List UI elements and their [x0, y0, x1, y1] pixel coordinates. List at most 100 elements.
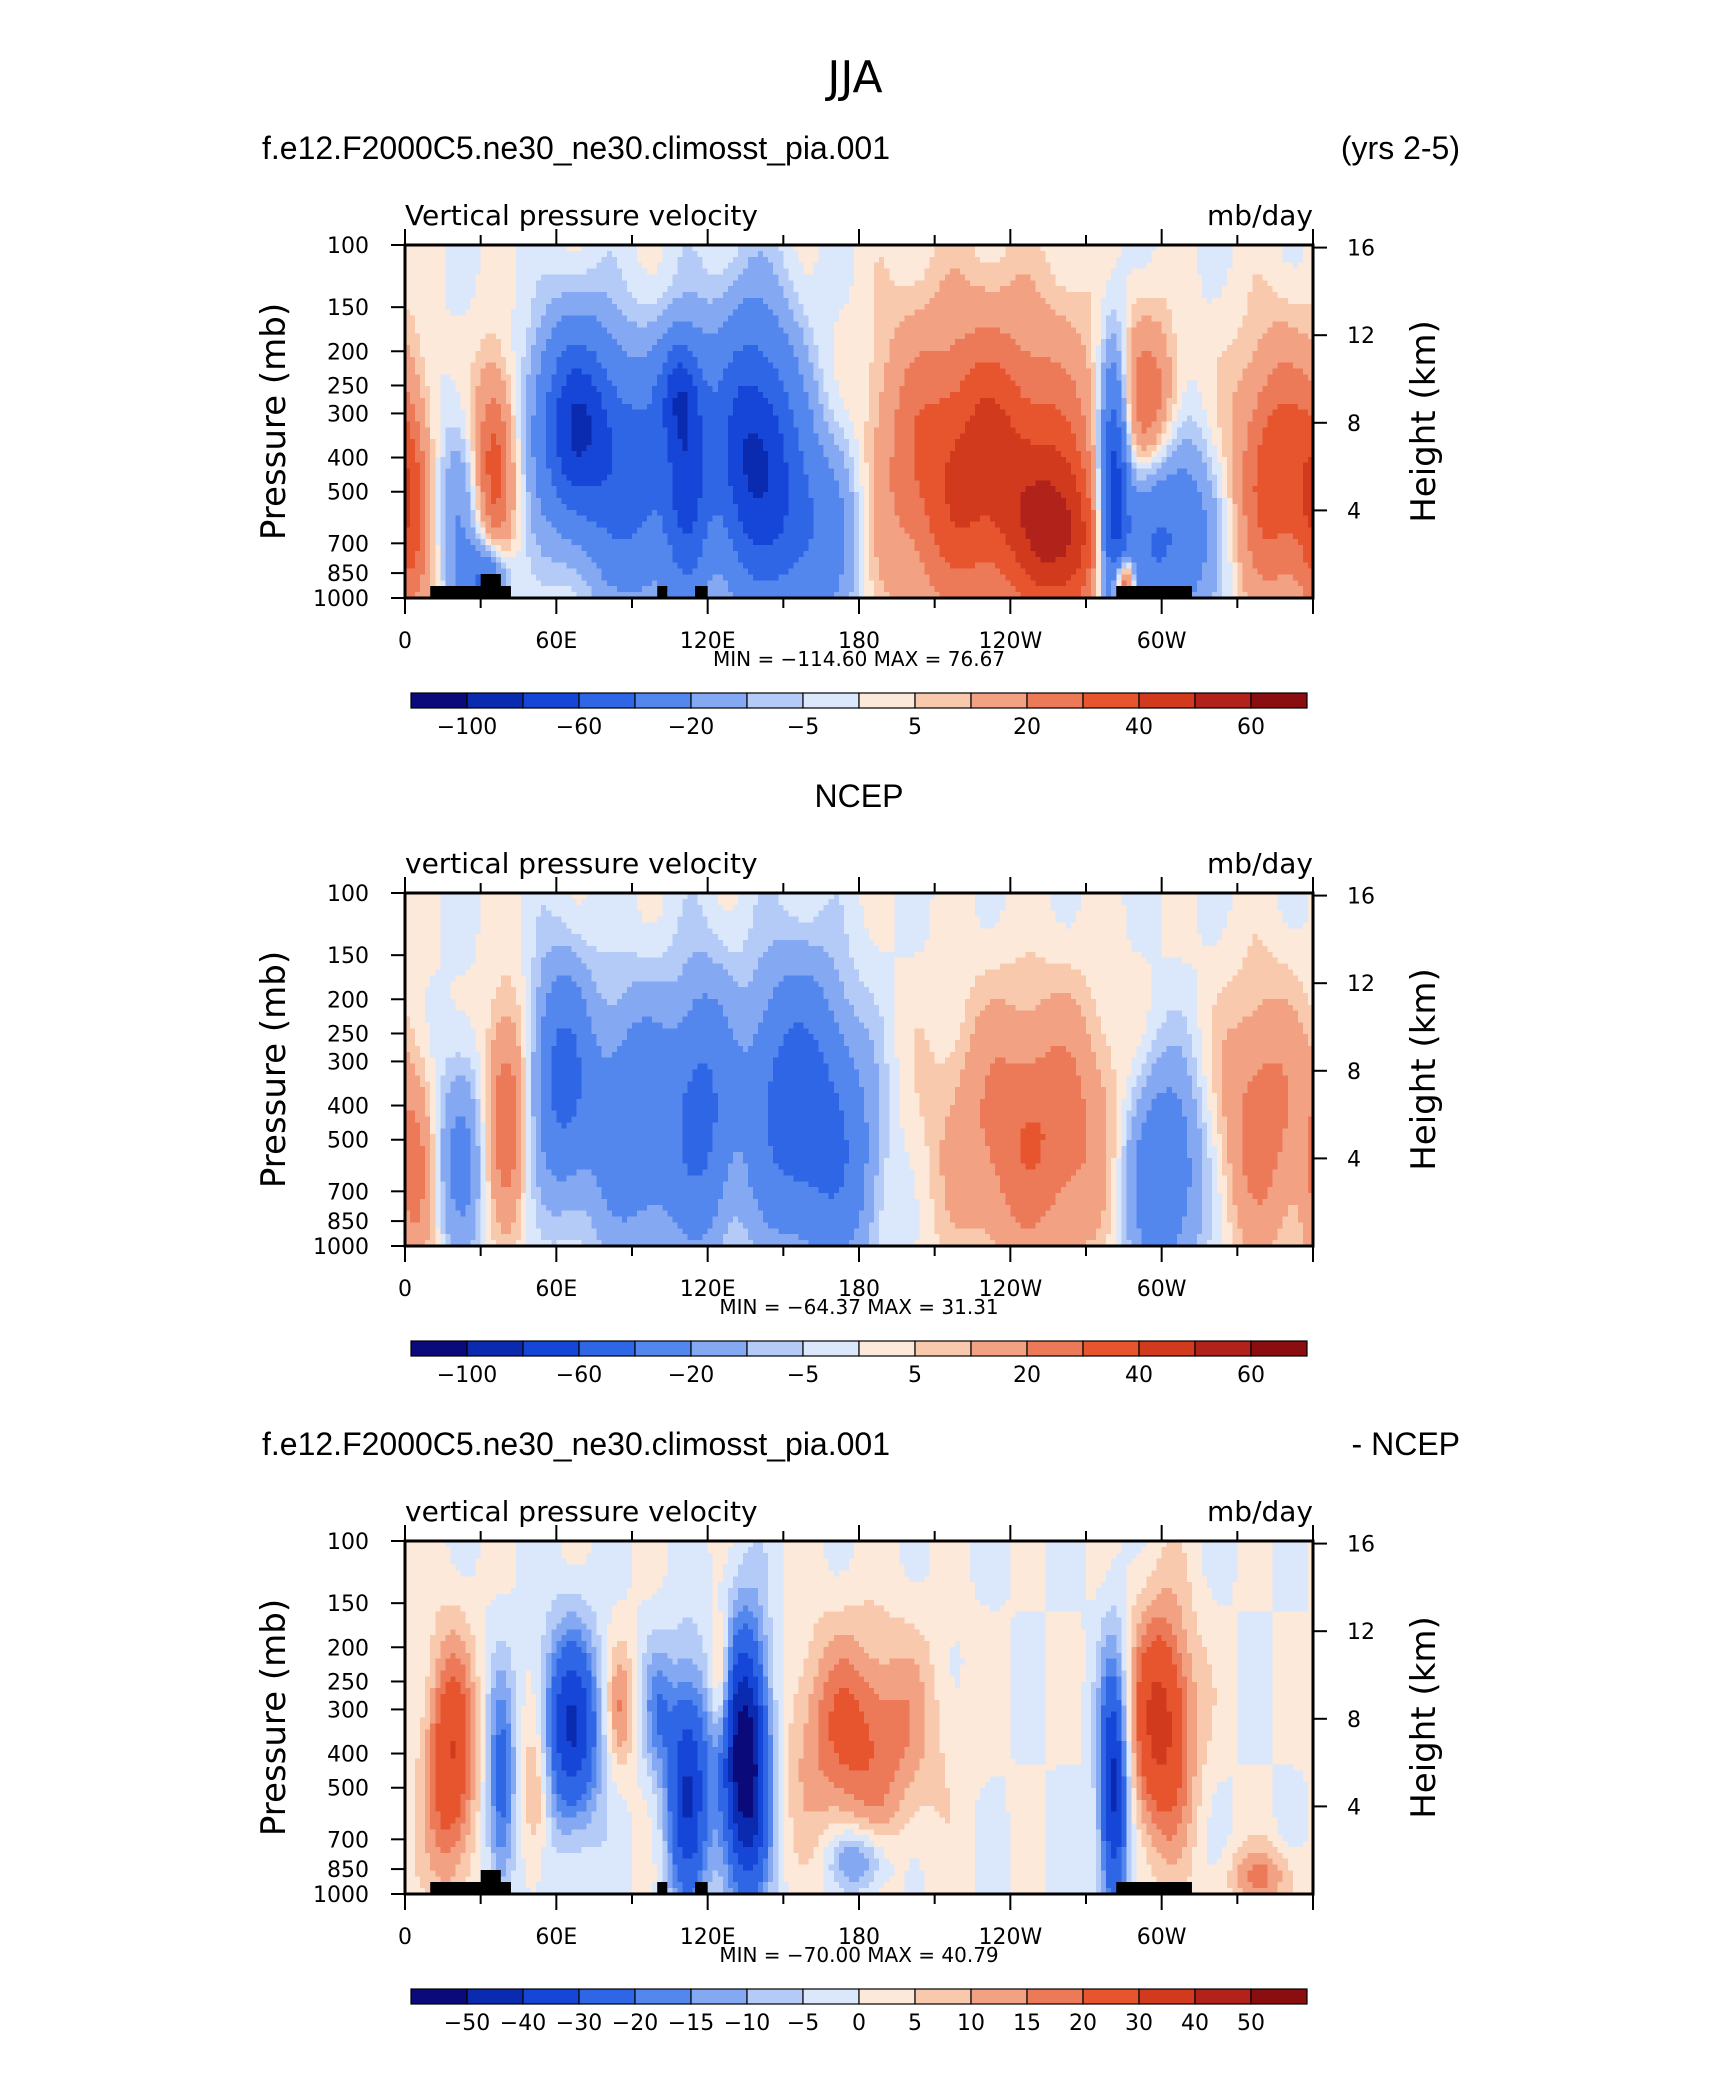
heatmap-cell: [1247, 533, 1264, 540]
heatmap-cell: [969, 368, 1006, 376]
heatmap-cell: [929, 1169, 941, 1176]
heatmap-cell: [460, 456, 467, 464]
heatmap-cell: [485, 1163, 492, 1171]
heatmap-cell: [405, 1222, 431, 1229]
heatmap-cell: [1207, 515, 1218, 523]
heatmap-cell: [515, 1140, 522, 1147]
heatmap-cell: [864, 545, 870, 552]
heatmap-cell: [823, 445, 840, 452]
heatmap-cell: [899, 1081, 916, 1088]
heatmap-cell: [954, 1098, 981, 1106]
heatmap-cell: [521, 421, 527, 428]
heatmap-cell: [1091, 497, 1097, 505]
heatmap-cell: [1212, 1040, 1223, 1047]
heatmap-cell: [546, 904, 638, 912]
heatmap-cell: [480, 521, 487, 528]
colorbar-box: [522, 692, 580, 709]
heatmap-cell: [485, 1175, 492, 1182]
heatmap-cell: [405, 533, 421, 540]
heatmap-cell: [667, 380, 694, 387]
heatmap-cell: [1086, 415, 1092, 423]
heatmap-cell: [969, 987, 1092, 994]
heatmap-cell: [505, 445, 512, 452]
heatmap-cell: [1252, 562, 1309, 570]
heatmap-cell: [1217, 527, 1223, 534]
heatmap-cell: [490, 486, 502, 493]
heatmap-cell: [1222, 539, 1228, 546]
heatmap-cell: [415, 450, 426, 458]
heatmap-cell: [470, 450, 477, 458]
heatmap-cell: [727, 456, 744, 464]
heatmap-cell: [425, 480, 431, 487]
heatmap-cell: [1181, 1222, 1203, 1229]
heatmap-cell: [1272, 951, 1314, 959]
heatmap-cell: [510, 333, 527, 340]
heatmap-cell: [420, 539, 426, 546]
heatmap-cell: [773, 1057, 825, 1065]
heatmap-cell: [1136, 562, 1203, 570]
heatmap-cell: [405, 922, 441, 929]
heatmap-cell: [1101, 556, 1107, 564]
heatmap-cell: [480, 497, 487, 505]
heatmap-cell: [1005, 1198, 1057, 1206]
heatmap-cell: [480, 339, 502, 346]
heatmap-cell: [1111, 586, 1117, 593]
heatmap-cell: [1136, 321, 1163, 328]
heatmap-cell: [1257, 462, 1304, 470]
heatmap-cell: [526, 1134, 532, 1141]
heatmap-cell: [445, 1193, 451, 1200]
heatmap-cell: [803, 456, 830, 464]
heatmap-cell: [420, 503, 426, 511]
heatmap-cell: [1156, 409, 1168, 417]
heatmap-cell: [1287, 1122, 1309, 1129]
heatmap-cell: [975, 403, 1001, 411]
heatmap-cell: [924, 268, 951, 276]
heatmap-cell: [1141, 1069, 1153, 1076]
heatmap-cell: [440, 1093, 446, 1100]
heatmap-cell: [894, 969, 986, 976]
heatmap-cell: [445, 562, 457, 570]
heatmap-cell: [1106, 497, 1112, 505]
heatmap-cell: [490, 1222, 502, 1229]
heatmap-cell: [944, 1057, 966, 1065]
heatmap-cell: [521, 898, 578, 906]
heatmap-cell: [1161, 462, 1208, 470]
heatmap-cell: [1126, 280, 1203, 287]
heatmap-cell: [1121, 392, 1127, 399]
colorbar-box: [1026, 692, 1084, 709]
heatmap-cell: [1116, 1169, 1122, 1176]
heatmap-cell: [526, 521, 532, 528]
heatmap-cell: [571, 480, 603, 487]
heatmap-cell: [783, 286, 795, 293]
heatmap-cell: [596, 350, 628, 358]
heatmap-cell: [1252, 486, 1304, 493]
heatmap-cell: [495, 550, 502, 558]
heatmap-cell: [843, 550, 855, 558]
heatmap-cell: [1292, 533, 1314, 540]
heatmap-cell: [440, 934, 477, 941]
heatmap-cell: [843, 922, 865, 929]
heatmap-cell: [606, 1204, 648, 1212]
heatmap-cell: [430, 1210, 436, 1218]
heatmap-cell: [521, 928, 537, 935]
heatmap-cell: [1217, 1175, 1228, 1182]
heatmap-cell: [712, 1134, 769, 1141]
heatmap-cell: [440, 574, 446, 581]
heatmap-cell: [939, 550, 1016, 558]
heatmap-cell: [864, 456, 875, 464]
heatmap-cell: [465, 445, 472, 452]
heatmap-cell: [526, 1181, 532, 1188]
heatmap-cell: [526, 1128, 532, 1135]
heatmap-cell: [495, 497, 507, 505]
heatmap-cell: [1020, 1128, 1042, 1135]
heatmap-cell: [465, 439, 472, 446]
heatmap-cell: [1227, 509, 1233, 517]
heatmap-cell: [753, 969, 840, 976]
heatmap-cell: [445, 274, 477, 281]
heatmap-cell: [803, 268, 815, 276]
heatmap-cell: [405, 409, 416, 417]
heatmap-cell: [505, 574, 512, 581]
heatmap-cell: [495, 1216, 517, 1224]
heatmap-cell: [1222, 550, 1228, 558]
heatmap-cell: [1096, 445, 1102, 452]
